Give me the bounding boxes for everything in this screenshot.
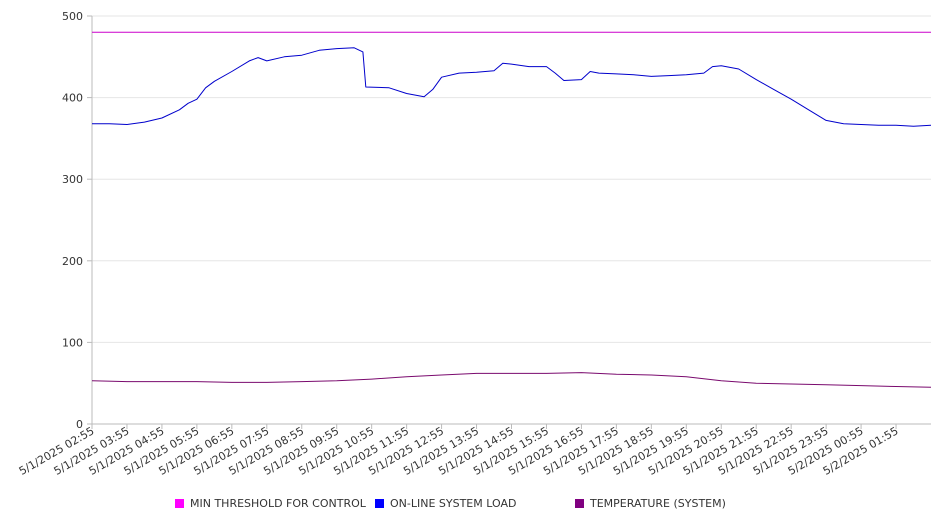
y-tick-label: 200 [62,255,83,268]
legend-label-temperature: TEMPERATURE (SYSTEM) [590,497,726,510]
y-tick-label: 500 [62,10,83,23]
legend-item-system-load[interactable]: ON-LINE SYSTEM LOAD [375,497,516,510]
legend: MIN THRESHOLD FOR CONTROL ON-LINE SYSTEM… [0,497,946,515]
y-tick-label: 0 [76,418,83,431]
series-lines [91,31,932,388]
legend-label-system-load: ON-LINE SYSTEM LOAD [390,497,517,510]
y-tick-labels: 0 100 200 300 400 500 [62,10,83,431]
legend-swatch-temperature [575,499,584,508]
series-temperature-line [91,372,932,388]
grid-lines [92,15,931,343]
y-tick-label: 400 [62,92,83,105]
x-tick-labels: 5/1/2025 02:555/1/2025 03:555/1/2025 04:… [17,424,901,478]
legend-swatch-system-load [375,499,384,508]
legend-item-temperature[interactable]: TEMPERATURE (SYSTEM) [575,497,726,510]
legend-item-min-threshold[interactable]: MIN THRESHOLD FOR CONTROL [175,497,366,510]
axes [87,15,931,429]
y-tick-label: 300 [62,173,83,186]
y-tick-label: 100 [62,336,83,349]
series-system-load-line [92,47,932,127]
legend-label-min-threshold: MIN THRESHOLD FOR CONTROL [190,497,366,510]
legend-swatch-min-threshold [175,499,184,508]
